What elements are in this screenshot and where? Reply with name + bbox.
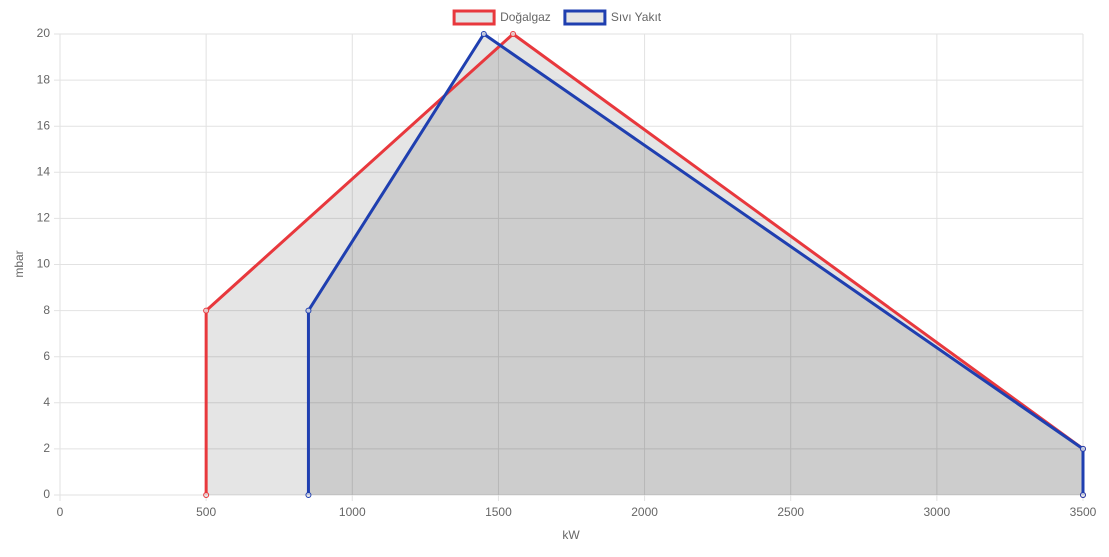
y-tick-label: 4 xyxy=(43,395,50,409)
legend-label: Doğalgaz xyxy=(500,10,551,24)
point xyxy=(305,307,312,314)
y-tick-label: 8 xyxy=(43,303,50,317)
y-tick-label: 2 xyxy=(43,441,50,455)
y-tick-label: 6 xyxy=(43,349,50,363)
x-tick-label: 3500 xyxy=(1070,505,1097,519)
point xyxy=(203,307,210,314)
legend-swatch xyxy=(563,9,607,26)
x-tick-label: 1500 xyxy=(485,505,512,519)
x-tick-label: 0 xyxy=(57,505,64,519)
y-axis-title: mbar xyxy=(12,250,26,277)
x-tick-label: 2500 xyxy=(777,505,804,519)
y-tick-label: 0 xyxy=(43,487,50,501)
area xyxy=(206,34,1084,495)
point xyxy=(480,31,487,37)
legend-label: Sıvı Yakıt xyxy=(611,10,662,24)
y-tick-label: 18 xyxy=(37,72,51,86)
point xyxy=(1080,492,1086,498)
x-axis-title: kW xyxy=(562,528,580,542)
x-tick-label: 1000 xyxy=(339,505,366,519)
point xyxy=(1080,445,1086,452)
y-tick-label: 14 xyxy=(37,164,51,178)
y-tick-label: 10 xyxy=(37,257,51,271)
y-tick-label: 20 xyxy=(37,26,51,40)
y-tick-label: 12 xyxy=(37,211,51,225)
point xyxy=(203,492,210,498)
y-tick-label: 16 xyxy=(37,118,51,132)
legend-swatch xyxy=(452,9,496,26)
point xyxy=(510,31,517,37)
x-tick-label: 3000 xyxy=(924,505,951,519)
x-tick-label: 2000 xyxy=(631,505,658,519)
point xyxy=(305,492,312,498)
area xyxy=(308,34,1083,495)
x-tick-label: 500 xyxy=(196,505,216,519)
